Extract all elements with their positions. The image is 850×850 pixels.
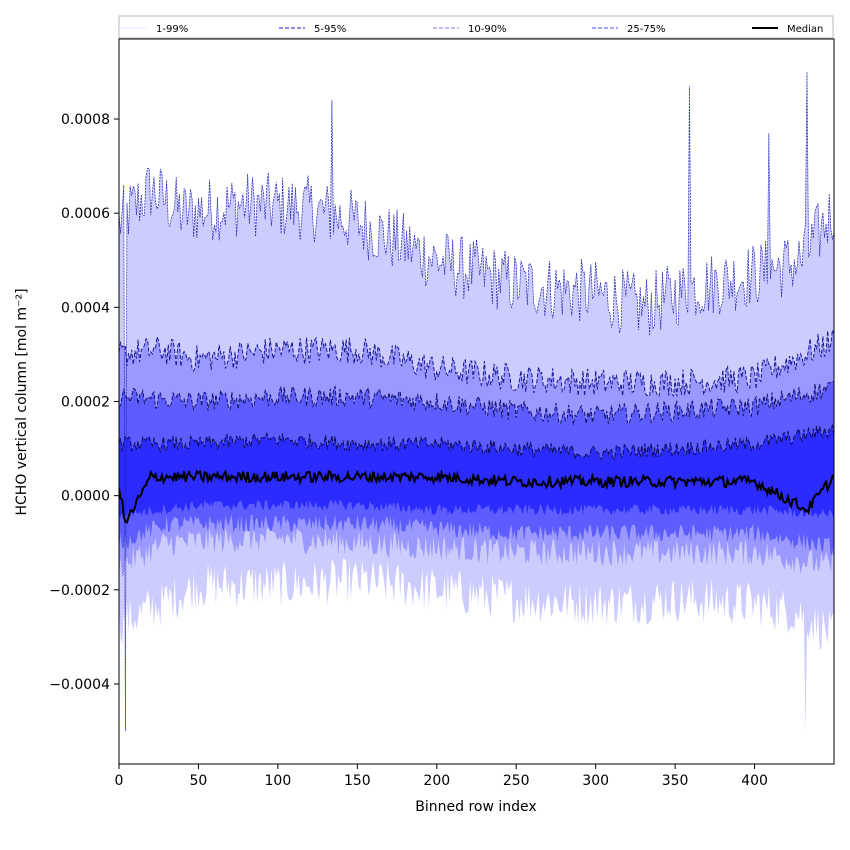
y-tick-label: 0.0006 — [61, 206, 110, 222]
x-tick-label: 300 — [582, 773, 609, 789]
median-line — [119, 469, 834, 524]
x-tick-label: 100 — [265, 773, 292, 789]
lines-layer — [119, 71, 834, 732]
x-axis-label: Binned row index — [415, 799, 536, 815]
legend-label: 10-90% — [468, 24, 507, 35]
y-axis: −0.0004 −0.0002 0.0000 0.0002 0.0004 0.0006 0.… — [49, 112, 119, 693]
x-tick-label: 150 — [344, 773, 371, 789]
band-upper-line-10-90% — [119, 380, 834, 425]
x-tick-label: 350 — [662, 773, 689, 789]
y-tick-label: 0.0004 — [61, 300, 110, 316]
y-tick-label: 0.0002 — [61, 395, 110, 411]
y-tick-label: −0.0004 — [49, 677, 110, 693]
band-upper-line-25-75% — [119, 423, 834, 461]
band-upper-line-5-95% — [119, 328, 834, 397]
x-tick-label: 250 — [503, 773, 530, 789]
x-tick-label: 50 — [190, 773, 208, 789]
x-tick-label: 0 — [115, 773, 124, 789]
legend-label: 1-99% — [156, 24, 188, 35]
legend-label: 25-75% — [627, 24, 666, 35]
legend-label: Median — [787, 24, 823, 35]
y-tick-label: 0.0008 — [61, 112, 110, 128]
band-25-75% — [119, 425, 834, 520]
legend-box — [118, 15, 834, 39]
legend: 1-99% 5-95% 10-90% 25-75% Median — [118, 15, 834, 39]
x-tick-label: 400 — [741, 773, 768, 789]
x-tick-label: 200 — [423, 773, 450, 789]
y-tick-label: 0.0000 — [61, 489, 110, 505]
band-upper-line-1-99% — [119, 71, 834, 732]
bands-layer — [119, 71, 834, 732]
y-tick-label: −0.0002 — [49, 583, 110, 599]
y-axis-label: HCHO vertical column [mol m⁻²] — [14, 288, 30, 515]
legend-label: 5-95% — [314, 24, 346, 35]
x-axis: 0 50 100 150 200 250 300 350 400 — [115, 764, 768, 789]
